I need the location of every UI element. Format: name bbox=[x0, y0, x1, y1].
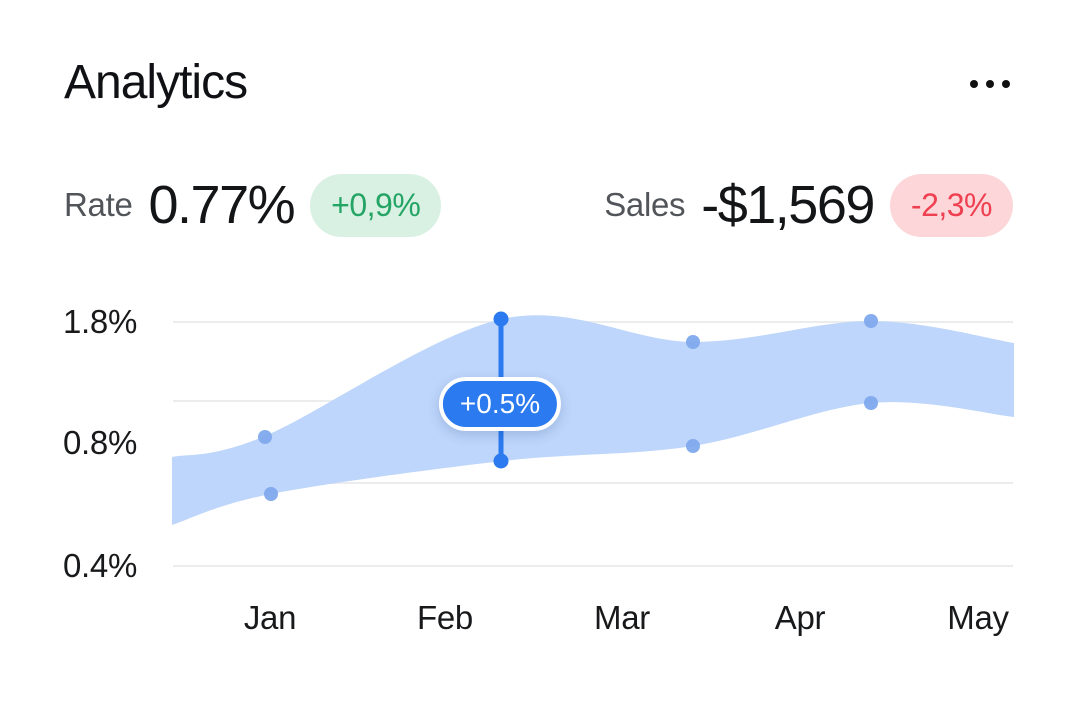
sales-label: Sales bbox=[604, 186, 686, 223]
data-point-dot[interactable] bbox=[864, 314, 878, 328]
x-axis-tick: Apr bbox=[774, 599, 826, 636]
data-point-dot[interactable] bbox=[686, 439, 700, 453]
sales-value: -$1,569 bbox=[701, 175, 875, 235]
data-point-dot[interactable] bbox=[686, 335, 700, 349]
ellipsis-icon bbox=[1002, 80, 1010, 88]
x-axis-tick: May bbox=[947, 599, 1009, 636]
tooltip-value: +0.5% bbox=[459, 388, 541, 419]
rate-value: 0.77% bbox=[148, 175, 296, 235]
ellipsis-icon bbox=[986, 80, 994, 88]
page-title: Analytics bbox=[64, 56, 248, 109]
y-axis-tick: 1.8% bbox=[63, 303, 138, 340]
y-axis-tick: 0.4% bbox=[63, 547, 138, 584]
rate-label: Rate bbox=[64, 186, 133, 223]
rate-stat: Rate 0.77% +0,9% bbox=[64, 173, 442, 237]
sales-change-badge: -2,3% bbox=[889, 173, 1013, 237]
chart-tooltip: +0.5% bbox=[438, 377, 562, 431]
data-point-dot[interactable] bbox=[258, 430, 272, 444]
more-options-button[interactable] bbox=[962, 72, 1010, 96]
highlight-bottom-dot[interactable] bbox=[493, 453, 509, 469]
chart-data-points bbox=[258, 314, 878, 501]
stats-row: Rate 0.77% +0,9% Sales -$1,569 -2,3% bbox=[64, 172, 1013, 238]
x-axis-tick: Jan bbox=[243, 599, 297, 636]
sales-stat: Sales -$1,569 -2,3% bbox=[604, 173, 1013, 237]
x-axis-tick: Mar bbox=[594, 599, 650, 636]
data-point-dot[interactable] bbox=[864, 396, 878, 410]
rate-change-badge: +0,9% bbox=[310, 173, 442, 237]
chart-band bbox=[172, 315, 1014, 525]
highlight-top-dot[interactable] bbox=[493, 311, 509, 327]
data-point-dot[interactable] bbox=[264, 487, 278, 501]
ellipsis-icon bbox=[970, 80, 978, 88]
y-axis-tick: 0.8% bbox=[63, 424, 138, 461]
band-area bbox=[172, 315, 1014, 525]
x-axis-tick: Feb bbox=[417, 599, 473, 636]
